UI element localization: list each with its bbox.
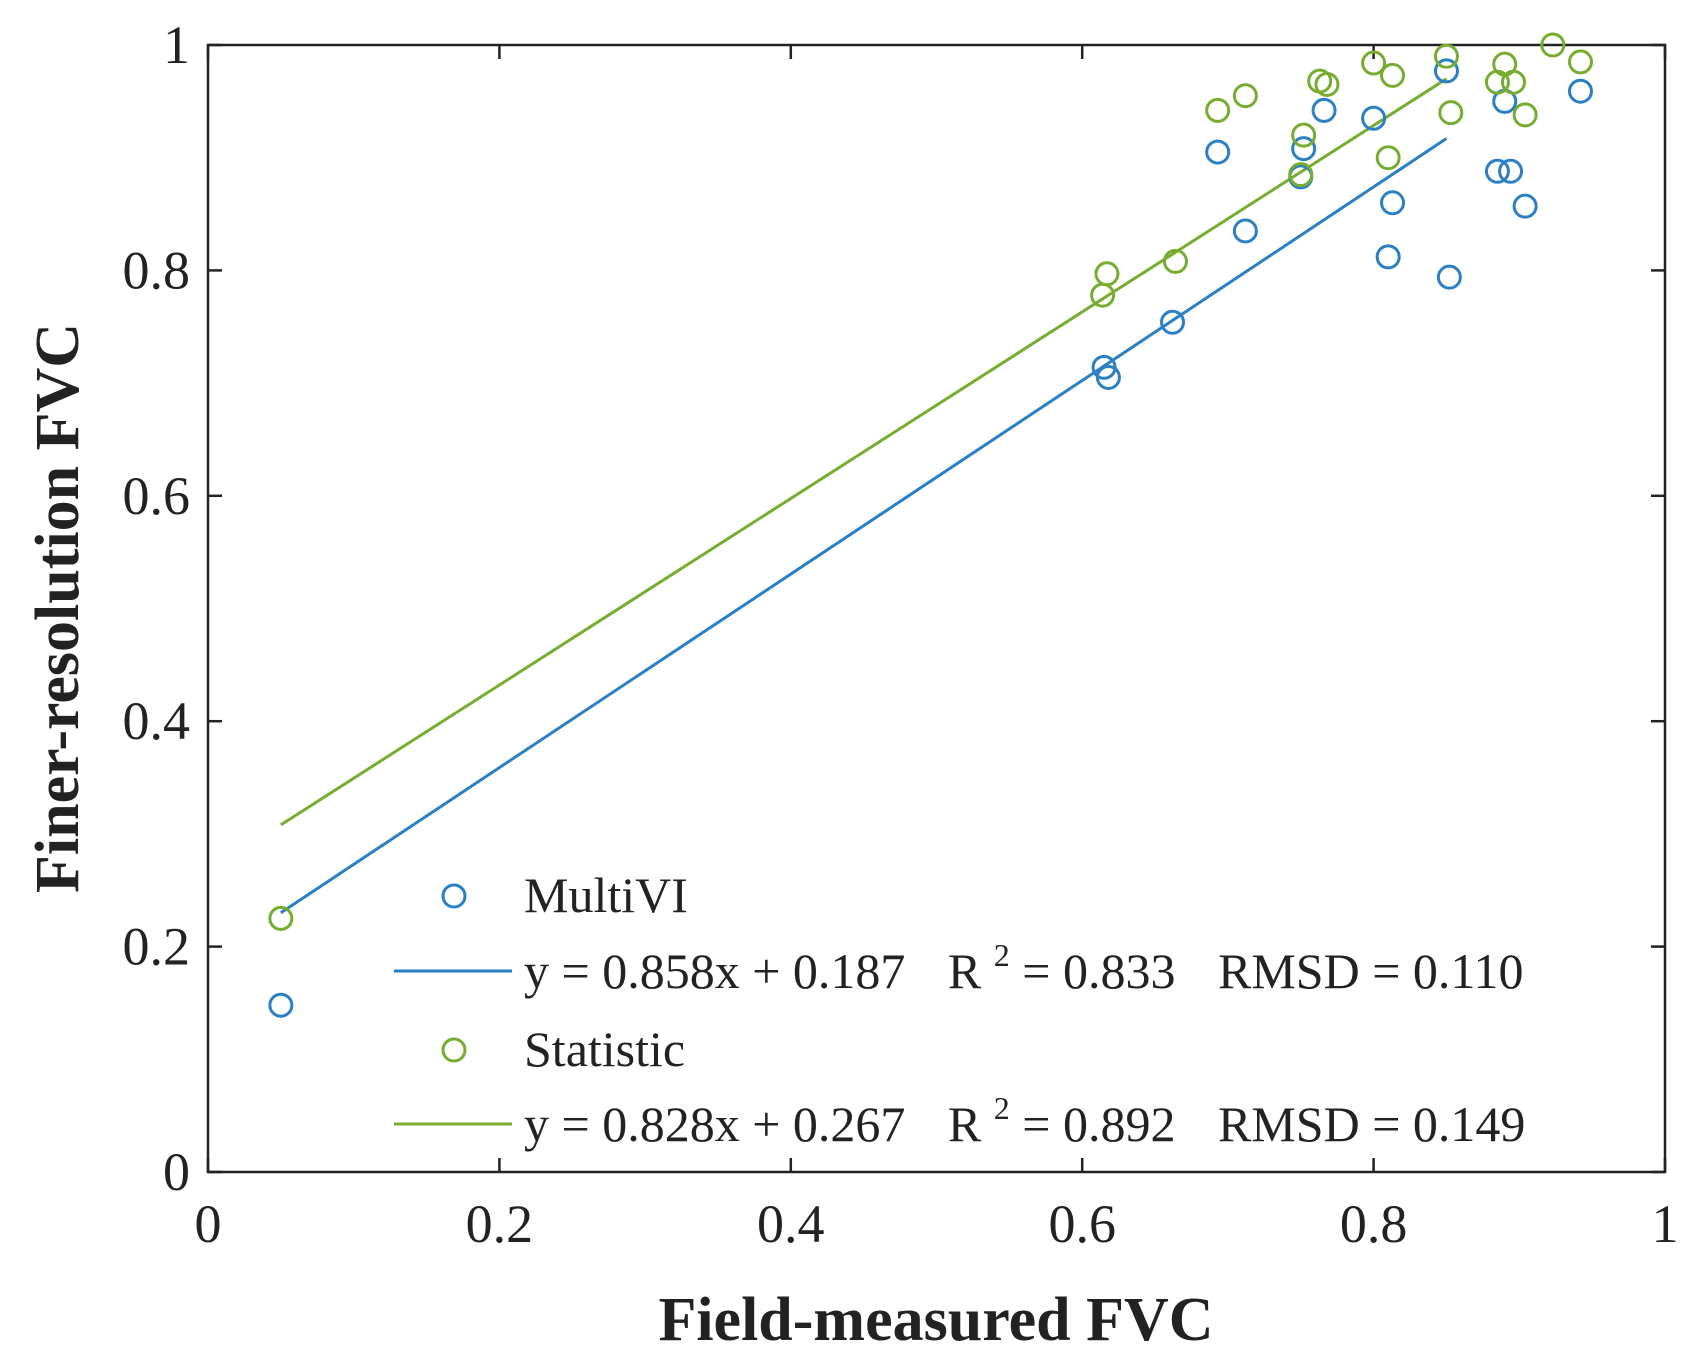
x-axis-title: Field-measured FVC [658, 1286, 1213, 1354]
legend-r2-sup-statistic: 2 [994, 1090, 1010, 1126]
point-multivi [1311, 97, 1337, 123]
legend-fit-equation-multivi: y = 0.858x + 0.187 [524, 943, 905, 999]
legend-r2-value-statistic: = 0.892 [1022, 1096, 1175, 1152]
x-tick-label: 0.2 [466, 1194, 534, 1254]
x-tick-label: 0.8 [1340, 1194, 1408, 1254]
legend-fit-statistic: y = 0.828x + 0.267 R 2 = 0.892 RMSD = 0.… [524, 1074, 1525, 1152]
legend-marker-multivi [441, 883, 467, 909]
y-tick-label: 0 [163, 1142, 190, 1202]
axis-ticks: 0 0.2 0.4 0.6 0.8 1 0 0.2 0.4 0.6 0.8 1 [123, 15, 1679, 1254]
point-multivi [1433, 58, 1459, 84]
point-statistic [1500, 69, 1526, 95]
fit-line-statistic [280, 77, 1448, 827]
fit-lines [280, 77, 1448, 915]
point-multivi [1291, 136, 1317, 162]
fit-line-multivi [280, 137, 1448, 915]
point-multivi [1484, 158, 1510, 184]
point-statistic [1205, 97, 1231, 123]
y-tick-label: 0.8 [123, 240, 191, 300]
legend-fit-equation-statistic: y = 0.828x + 0.267 [524, 1096, 905, 1152]
point-statistic [1433, 43, 1459, 69]
point-statistic [1291, 122, 1317, 148]
point-multivi [1205, 139, 1231, 165]
x-tick-label: 0.4 [757, 1194, 825, 1254]
legend-fit-multivi: y = 0.858x + 0.187 R 2 = 0.833 RMSD = 0.… [524, 921, 1524, 999]
point-multivi [1498, 158, 1524, 184]
point-statistic [1540, 32, 1566, 58]
y-tick-label: 1 [163, 15, 190, 75]
point-statistic [1162, 248, 1188, 274]
legend-label-multivi: MultiVI [524, 867, 688, 923]
legend-r2-label-multivi: R [948, 943, 982, 999]
legend-marker-statistic [441, 1037, 467, 1063]
x-tick-label: 0 [195, 1194, 222, 1254]
point-multivi [1380, 190, 1406, 216]
point-statistic [1094, 261, 1120, 287]
point-multivi [268, 992, 294, 1018]
point-statistic [1314, 71, 1340, 97]
legend: MultiVI y = 0.858x + 0.187 R 2 = 0.833 R… [394, 867, 1525, 1152]
point-statistic [1288, 162, 1314, 188]
legend-r2-sup-multivi: 2 [994, 937, 1010, 973]
legend-rmsd-multivi: RMSD = 0.110 [1218, 943, 1524, 999]
legend-r2-label-statistic: R [948, 1096, 982, 1152]
x-tick-label: 1 [1652, 1194, 1679, 1254]
point-multivi [1567, 78, 1593, 104]
point-multivi [1160, 309, 1186, 335]
x-tick-label: 0.6 [1048, 1194, 1116, 1254]
point-statistic [1438, 100, 1464, 126]
legend-rmsd-statistic: RMSD = 0.149 [1218, 1096, 1525, 1152]
point-statistic [1232, 83, 1258, 109]
y-tick-label: 0.6 [123, 466, 191, 526]
point-multivi [1361, 105, 1387, 131]
point-multivi [1375, 244, 1401, 270]
legend-r2-value-multivi: = 0.833 [1022, 943, 1175, 999]
legend-label-statistic: Statistic [524, 1021, 685, 1077]
point-statistic [1375, 145, 1401, 171]
point-statistic [1512, 102, 1538, 128]
point-multivi [1436, 264, 1462, 290]
point-multivi [1232, 218, 1258, 244]
point-multivi [1512, 193, 1538, 219]
point-statistic [268, 905, 294, 931]
point-statistic [1567, 49, 1593, 75]
y-tick-label: 0.4 [123, 691, 191, 751]
point-statistic [1361, 50, 1387, 76]
data-points [268, 32, 1593, 1018]
plot-area-frame [206, 43, 1667, 1174]
y-axis-title: Finer-resolution FVC [24, 323, 92, 893]
point-statistic [1380, 62, 1406, 88]
y-tick-label: 0.2 [123, 917, 191, 977]
point-multivi [1095, 364, 1121, 390]
